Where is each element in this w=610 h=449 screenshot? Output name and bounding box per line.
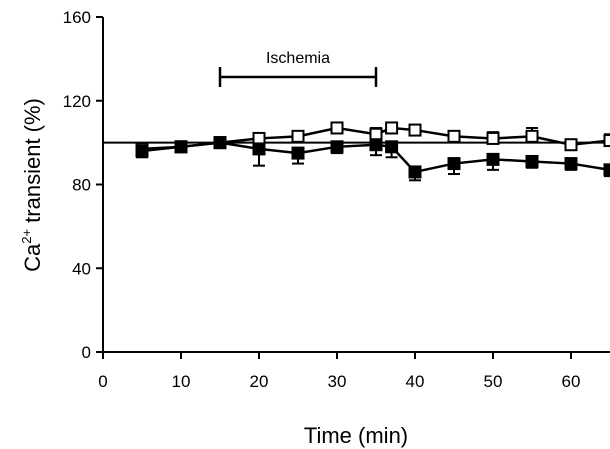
x-tick-label: 0 (98, 372, 107, 391)
plot-area: 0 40 80 120 160 0 10 20 30 40 50 60 Ischemia (63, 8, 610, 391)
data-point (291, 129, 305, 143)
data-point (486, 131, 500, 145)
data-point (213, 136, 227, 150)
y-ticks: 0 40 80 120 160 (63, 8, 103, 362)
data-point (369, 127, 383, 141)
y-tick-label: 160 (63, 8, 91, 27)
data-point (135, 144, 149, 158)
data-point (525, 129, 539, 143)
x-tick-label: 30 (328, 372, 347, 391)
data-point (369, 138, 383, 152)
x-tick-label: 40 (406, 372, 425, 391)
data-point (603, 163, 610, 177)
data-point (252, 131, 266, 145)
y-axis-title-rest: transient (%) (20, 98, 45, 229)
data-point (330, 140, 344, 154)
data-point (447, 129, 461, 143)
data-point (447, 157, 461, 171)
data-point (408, 165, 422, 179)
data-point (603, 134, 610, 148)
y-tick-label: 0 (82, 343, 91, 362)
y-tick-label: 120 (63, 92, 91, 111)
ischemia-annotation: Ischemia (218, 50, 378, 87)
ischemia-label: Ischemia (266, 50, 330, 67)
data-point (330, 121, 344, 135)
data-point (385, 140, 399, 154)
x-tick-label: 20 (250, 372, 269, 391)
x-ticks: 0 10 20 30 40 50 60 (98, 352, 580, 391)
data-point (291, 146, 305, 160)
data-point (564, 138, 578, 152)
data-point (408, 123, 422, 137)
series-square-filled (135, 136, 610, 182)
y-tick-label: 80 (72, 176, 91, 195)
data-point (385, 121, 399, 135)
y-tick-label: 40 (72, 259, 91, 278)
data-point (525, 154, 539, 168)
data-point (252, 142, 266, 156)
y-axis-title-superscript: 2+ (19, 229, 34, 244)
data-point (486, 152, 500, 166)
y-axis-title-main: Ca (20, 243, 45, 272)
y-axis-title: Ca2+ transient (%) (19, 98, 45, 272)
x-tick-label: 50 (484, 372, 503, 391)
x-tick-label: 10 (172, 372, 191, 391)
x-tick-label: 60 (562, 372, 581, 391)
x-axis-title: Time (min) (304, 423, 408, 448)
data-point (174, 140, 188, 154)
series-layer (135, 121, 610, 182)
data-point (564, 157, 578, 171)
